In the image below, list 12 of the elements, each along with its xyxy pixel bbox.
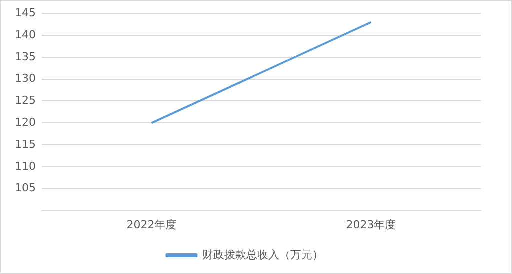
- y-tick-label: 110: [14, 160, 36, 173]
- y-tick-label: 145: [14, 6, 36, 20]
- y-tick-label: 140: [14, 28, 36, 42]
- y-tick-label: 135: [14, 50, 36, 64]
- y-tick-label: 125: [14, 94, 36, 108]
- x-tick-label: 2022年度: [126, 218, 177, 232]
- y-tick-label: 115: [14, 138, 36, 151]
- x-tick-label: 2023年度: [346, 218, 396, 232]
- legend-label: 财政拨款总收入（万元）: [202, 248, 324, 262]
- y-tick-label: 120: [14, 116, 36, 130]
- y-tick-label: 105: [14, 182, 36, 195]
- y-tick-label: 130: [14, 72, 36, 86]
